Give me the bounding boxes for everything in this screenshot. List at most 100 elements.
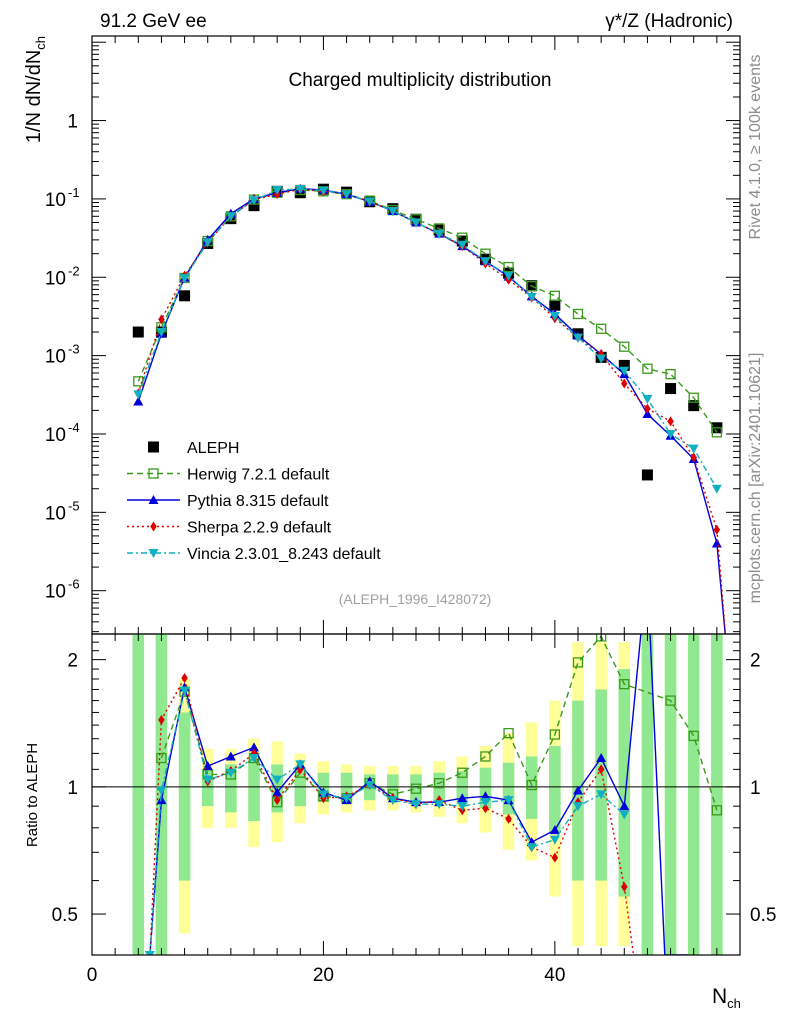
data-point <box>619 366 630 376</box>
data-point <box>202 775 213 785</box>
stat-uncertainty-band <box>248 758 260 822</box>
data-point <box>641 469 653 481</box>
data-point <box>688 392 699 403</box>
ratio-series-herwig <box>156 634 723 816</box>
data-point <box>665 429 676 439</box>
legend-label: Pythia 8.315 default <box>187 493 329 510</box>
header-right: γ*/Z (Hadronic) <box>605 11 733 32</box>
stat-uncertainty-band <box>132 634 145 955</box>
data-point <box>411 218 421 228</box>
legend-item: Pythia 8.315 default <box>127 493 329 510</box>
ratio-y-axis-label: Ratio to ALEPH <box>24 743 41 847</box>
data-point <box>665 695 676 706</box>
data-point <box>410 783 422 794</box>
y-tick-exponent: -3 <box>68 342 80 357</box>
data-point <box>480 257 491 267</box>
data-point <box>596 354 607 364</box>
y-tick-label: 10 <box>45 268 66 289</box>
stat-uncertainty-band <box>479 767 492 809</box>
data-point <box>619 341 630 352</box>
data-point <box>621 378 628 389</box>
data-point <box>295 184 306 194</box>
data-point <box>597 764 605 775</box>
data-point <box>621 881 628 892</box>
legend-item: Vincia 2.3.01_8.243 default <box>127 546 381 563</box>
y-tick-label: 10 <box>45 190 66 211</box>
data-point <box>341 794 352 804</box>
y-tick-exponent: -5 <box>68 498 80 513</box>
data-point <box>272 185 283 195</box>
data-point <box>158 314 165 325</box>
y-tick-exponent: -1 <box>68 185 80 200</box>
chart-title: Charged multiplicity distribution <box>289 70 552 91</box>
ratio-y-tick-label-right: 1 <box>750 778 761 799</box>
data-point <box>156 786 167 796</box>
data-point <box>688 730 699 742</box>
y-tick-label: 10 <box>45 347 66 368</box>
data-point <box>549 825 560 835</box>
data-point <box>505 813 512 824</box>
data-point <box>549 290 561 301</box>
stat-uncertainty-band <box>525 756 538 819</box>
ratio-y-tick-label: 2 <box>67 651 78 672</box>
data-point <box>480 798 491 808</box>
data-point <box>457 240 468 250</box>
data-point <box>133 390 144 400</box>
data-point <box>549 299 561 311</box>
data-point <box>711 538 722 548</box>
data-point <box>711 427 723 438</box>
stat-uncertainty-band <box>317 772 330 803</box>
legend: ALEPH Herwig 7.2.1 default Pythia 8.315 de… <box>127 440 381 563</box>
data-point <box>249 196 259 206</box>
data-point <box>596 753 607 763</box>
stat-uncertainty-band <box>225 764 237 813</box>
data-point <box>480 751 491 762</box>
data-point <box>225 212 236 222</box>
data-point <box>225 768 236 778</box>
legend-label: ALEPH <box>187 440 239 457</box>
ratio-y-tick-label: 1 <box>67 778 78 799</box>
data-point <box>503 796 514 806</box>
ratio-y-tick-label-right: 2 <box>750 651 761 672</box>
data-point <box>179 686 190 696</box>
rivet-label: Rivet 4.1.0, ≥ 100k events <box>747 55 764 240</box>
data-point <box>713 524 721 535</box>
data-point <box>434 800 445 810</box>
legend-item: Sherpa 2.2.9 default <box>127 520 332 537</box>
data-point <box>619 679 630 690</box>
data-point <box>573 785 583 795</box>
stat-uncertainty-band <box>711 634 723 955</box>
data-point <box>618 359 630 371</box>
data-point <box>156 752 167 764</box>
data-point <box>248 200 260 212</box>
stat-uncertainty-band <box>456 771 469 805</box>
y-tick-exponent: -2 <box>68 263 80 278</box>
data-point <box>688 444 699 454</box>
data-point <box>572 657 584 668</box>
data-point <box>156 328 167 338</box>
data-point <box>148 441 159 453</box>
data-point <box>202 238 213 248</box>
main-series-vincia <box>133 184 722 494</box>
data-point <box>148 549 159 558</box>
data-point <box>411 800 421 810</box>
data-point <box>133 376 144 387</box>
y-tick-exponent: -4 <box>68 420 80 435</box>
data-point <box>503 727 514 739</box>
data-point <box>434 229 445 239</box>
legend-label: Herwig 7.2.1 default <box>187 467 330 484</box>
stat-uncertainty-band <box>178 712 191 881</box>
data-point <box>179 290 191 302</box>
data-point <box>667 416 674 427</box>
stat-uncertainty-band <box>664 634 677 955</box>
data-point <box>148 495 159 504</box>
data-point <box>364 781 375 791</box>
data-point <box>181 672 188 683</box>
stat-uncertainty-band <box>201 769 214 807</box>
main-y-axis-label: 1/N dN/dNch <box>23 36 48 143</box>
data-point <box>273 795 281 806</box>
data-point <box>158 714 165 725</box>
data-point <box>387 796 398 806</box>
data-point <box>503 261 514 273</box>
ratio-y-tick-label: 0.5 <box>52 905 78 926</box>
